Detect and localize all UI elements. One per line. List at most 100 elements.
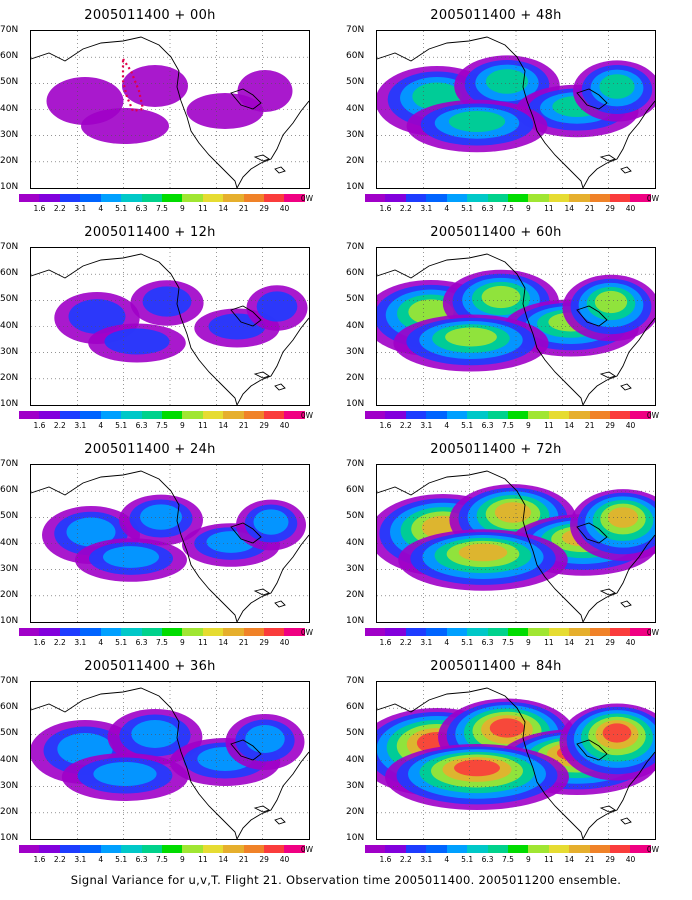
colorbar-swatch — [202, 845, 224, 853]
colorbar-label: 14 — [564, 421, 575, 430]
coastline — [230, 88, 262, 110]
y-tick-label: 70N — [346, 676, 365, 686]
colorbar-swatch — [161, 845, 183, 853]
y-tick-label: 20N — [0, 155, 19, 166]
colorbar-label: 4 — [98, 638, 104, 647]
colorbar-swatch — [121, 845, 142, 853]
colorbar-label: 21 — [238, 855, 249, 864]
coastline — [31, 253, 238, 405]
colorbar-swatch — [19, 845, 40, 853]
colorbar-labels: 1.6 2.2 3.1 4 5.1 6.3 7.5 9 11 14 21 29 40 0W — [19, 194, 313, 214]
colorbar-labels: 1.6 2.2 3.1 4 5.1 6.3 7.5 9 11 14 21 29 40 0W — [365, 845, 659, 865]
colorbar-swatch — [610, 845, 631, 853]
y-tick-label: 50N — [346, 728, 365, 739]
panel-title: 2005011400 + 72h — [430, 442, 562, 457]
colorbar-swatch — [405, 628, 427, 636]
variance-region — [494, 502, 532, 523]
coastline — [582, 751, 655, 839]
variance-region — [142, 286, 192, 317]
coastline — [582, 100, 655, 188]
colorbar — [19, 194, 305, 202]
colorbar — [365, 194, 651, 202]
panel-title: 2005011400 + 00h — [84, 8, 216, 23]
colorbar-swatch — [141, 411, 162, 419]
coastline — [253, 154, 286, 174]
colorbar-labels: 1.6 2.2 3.1 4 5.1 6.3 7.5 9 11 14 21 29 40 0W — [19, 628, 313, 648]
colorbar-swatch — [548, 194, 570, 202]
colorbar-label: 40 — [625, 421, 636, 430]
variance-region — [237, 70, 293, 112]
colorbar-swatch — [589, 411, 611, 419]
panel-60h: 2005011400 + 60h 70N 60N 50N 40N 30N 20N 10N 1… — [346, 225, 659, 430]
colorbar-label: 14 — [564, 855, 575, 864]
colorbar-label: 21 — [238, 421, 249, 430]
colorbar — [19, 628, 305, 636]
colorbar-label: 4 — [98, 204, 104, 213]
panel-title: 2005011400 + 36h — [84, 659, 216, 674]
colorbar-label: 40 — [625, 204, 636, 213]
colorbar-label: 6.3 — [135, 855, 148, 864]
coastline — [582, 534, 655, 622]
colorbar-label: 11 — [544, 421, 554, 430]
heatmap-svg — [31, 682, 309, 839]
y-tick-label: 30N — [0, 780, 19, 791]
map-plot — [376, 464, 656, 623]
colorbar-swatch — [161, 628, 183, 636]
colorbar-label: 6.3 — [481, 204, 494, 213]
colorbar-swatch — [610, 194, 631, 202]
colorbar-swatch — [589, 194, 611, 202]
colorbar-swatch — [405, 194, 427, 202]
y-tick-label: 40N — [0, 754, 19, 765]
y-tick-label: 30N — [0, 129, 19, 140]
map-plot — [30, 681, 310, 840]
coastline — [236, 751, 309, 839]
colorbar-swatch — [487, 628, 508, 636]
variance-region — [68, 299, 126, 334]
coastline — [377, 253, 584, 405]
colorbar-label: 5.1 — [461, 855, 474, 864]
y-tick-label: 20N — [346, 372, 365, 383]
colorbar — [19, 845, 305, 853]
colorbar-label: 11 — [198, 421, 208, 430]
y-tick-label: 70N — [0, 676, 19, 686]
colorbar-swatch — [467, 411, 488, 419]
colorbar-label: 2.2 — [399, 855, 412, 864]
y-tick-label: 60N — [0, 702, 19, 713]
map-plot — [30, 464, 310, 623]
colorbar-swatch — [610, 411, 631, 419]
y-tick-label: 70N — [0, 459, 19, 469]
y-tick-label: 50N — [0, 294, 19, 305]
colorbar-swatch — [243, 628, 265, 636]
y-tick-label: 50N — [346, 294, 365, 305]
colorbar-swatch — [405, 411, 427, 419]
colorbar-label: 9 — [180, 855, 185, 864]
y-tick-label: 20N — [0, 372, 19, 383]
colorbar-swatch — [365, 628, 386, 636]
colorbar-swatch — [80, 845, 101, 853]
colorbar-swatch — [548, 411, 570, 419]
panel-00h: 2005011400 + 00h 70N 60N 50N 40N 30N 20N 10N 1… — [0, 8, 313, 213]
colorbar-label: 21 — [584, 855, 595, 864]
y-tick-label: 20N — [0, 806, 19, 817]
colorbar-label: 29 — [605, 638, 615, 647]
colorbar-label: 4 — [444, 855, 450, 864]
colorbar-label: 4 — [98, 421, 104, 430]
colorbar-swatch — [59, 845, 81, 853]
coastline — [576, 305, 608, 327]
colorbar-label: 1.6 — [379, 204, 392, 213]
colorbar-swatch — [100, 411, 122, 419]
colorbar-label: 1.6 — [379, 421, 392, 430]
colorbar-label: 3.1 — [74, 204, 87, 213]
colorbar-label: 29 — [605, 421, 615, 430]
colorbar-swatch — [264, 845, 285, 853]
y-tick-label: 50N — [0, 511, 19, 522]
colorbar-label: 1.6 — [33, 638, 46, 647]
colorbar-swatch — [19, 628, 40, 636]
colorbar-label: 3.1 — [420, 638, 433, 647]
colorbar-swatch — [182, 845, 203, 853]
colorbar-swatch — [223, 628, 244, 636]
variance-region — [454, 759, 500, 777]
colorbar-label: 6.3 — [135, 421, 148, 430]
colorbar-right-label: 0W — [300, 845, 314, 854]
y-tick-label: 50N — [0, 77, 19, 88]
